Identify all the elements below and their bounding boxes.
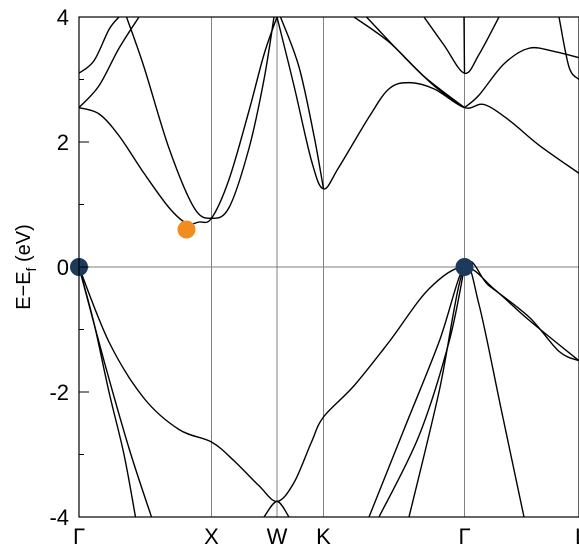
xtick-label-K: K [316, 524, 331, 548]
band-c12 [558, 17, 579, 81]
axes [78, 16, 579, 518]
xtick-label-L: L [575, 524, 579, 548]
band-c5 [276, 17, 579, 190]
ytick-label: -2 [49, 380, 69, 405]
marker-vbm-1 [455, 258, 474, 276]
band-c9 [423, 17, 500, 74]
band-v4 [263, 500, 290, 517]
xtick-label-Γ: Γ [73, 524, 85, 548]
marker-cbm-2 [177, 220, 196, 239]
plot-area [70, 17, 579, 517]
band-v6 [408, 260, 579, 517]
y-axis-label-subscript: f [23, 267, 39, 271]
axis-labels: -4 -2 0 2 4 Γ X W K Γ L E−Ef (eV) [13, 5, 579, 548]
ytick-label: 0 [57, 255, 69, 280]
band-c2 [79, 17, 140, 109]
band-v5 [368, 265, 525, 517]
band-c8 [365, 17, 465, 109]
xtick-label-X: X [204, 524, 219, 548]
band-c1 [79, 17, 278, 225]
xtick-label-W: W [267, 524, 288, 548]
ytick-label: 2 [57, 130, 69, 155]
y-axis-label-unit: (eV) [13, 224, 35, 267]
y-axis-label: E−Ef (eV) [13, 224, 39, 310]
bands [79, 17, 579, 517]
band-c11 [463, 17, 466, 74]
band-v1 [79, 266, 579, 503]
y-axis-label-main: E−E [13, 271, 35, 309]
ytick-label: -4 [49, 505, 69, 530]
band-c10 [464, 46, 579, 109]
band-v3 [79, 266, 153, 517]
ytick-label: 4 [57, 5, 69, 30]
band-c3 [79, 17, 120, 74]
band-v7 [378, 266, 466, 517]
band-c6 [279, 17, 325, 190]
band-c4 [125, 17, 275, 219]
xtick-label-Γ: Γ [458, 524, 470, 548]
